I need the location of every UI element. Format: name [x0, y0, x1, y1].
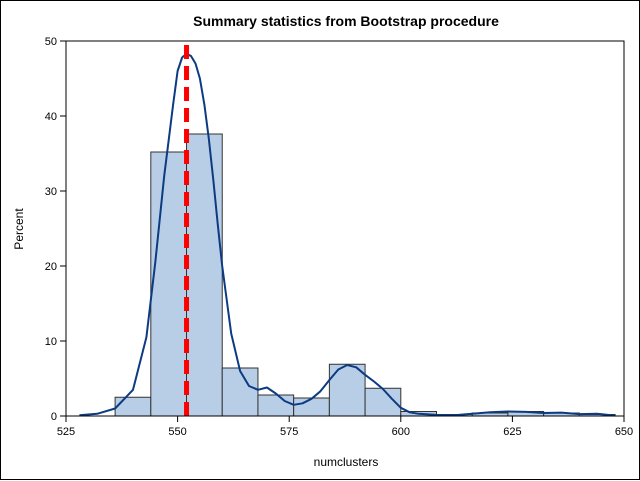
histogram-bar-4: [257, 394, 295, 417]
y-tick-label-1: 10: [45, 336, 57, 348]
chart-title: Summary statistics from Bootstrap proced…: [193, 13, 499, 29]
y-tick-label-4: 40: [45, 111, 57, 123]
histogram-bar-5: [293, 397, 330, 417]
x-tick-label-3: 600: [392, 426, 410, 438]
plot-border: [65, 40, 625, 417]
x-tick-label-2: 575: [280, 426, 298, 438]
x-axis-label: numclusters: [314, 455, 379, 469]
density-curve: [79, 52, 616, 417]
histogram-bar-2: [186, 133, 223, 417]
histogram-bar-3: [221, 367, 259, 417]
x-tick-label-1: 550: [168, 426, 186, 438]
y-tick-label-3: 30: [45, 186, 57, 198]
histogram-bar-6: [328, 363, 366, 417]
histogram-bar-1: [150, 151, 188, 417]
y-axis-label: Percent: [12, 208, 26, 250]
x-tick-label-0: 525: [57, 426, 75, 438]
x-tick-label-4: 625: [503, 426, 521, 438]
y-tick-label-0: 0: [51, 411, 57, 423]
y-tick-label-2: 20: [45, 261, 57, 273]
y-tick-label-5: 50: [45, 36, 57, 48]
x-tick-label-5: 650: [615, 426, 633, 438]
histogram-bar-0: [114, 396, 152, 417]
plot-area: 525 550 575 600 625 650 0 10 20 30 40 50: [45, 36, 633, 438]
